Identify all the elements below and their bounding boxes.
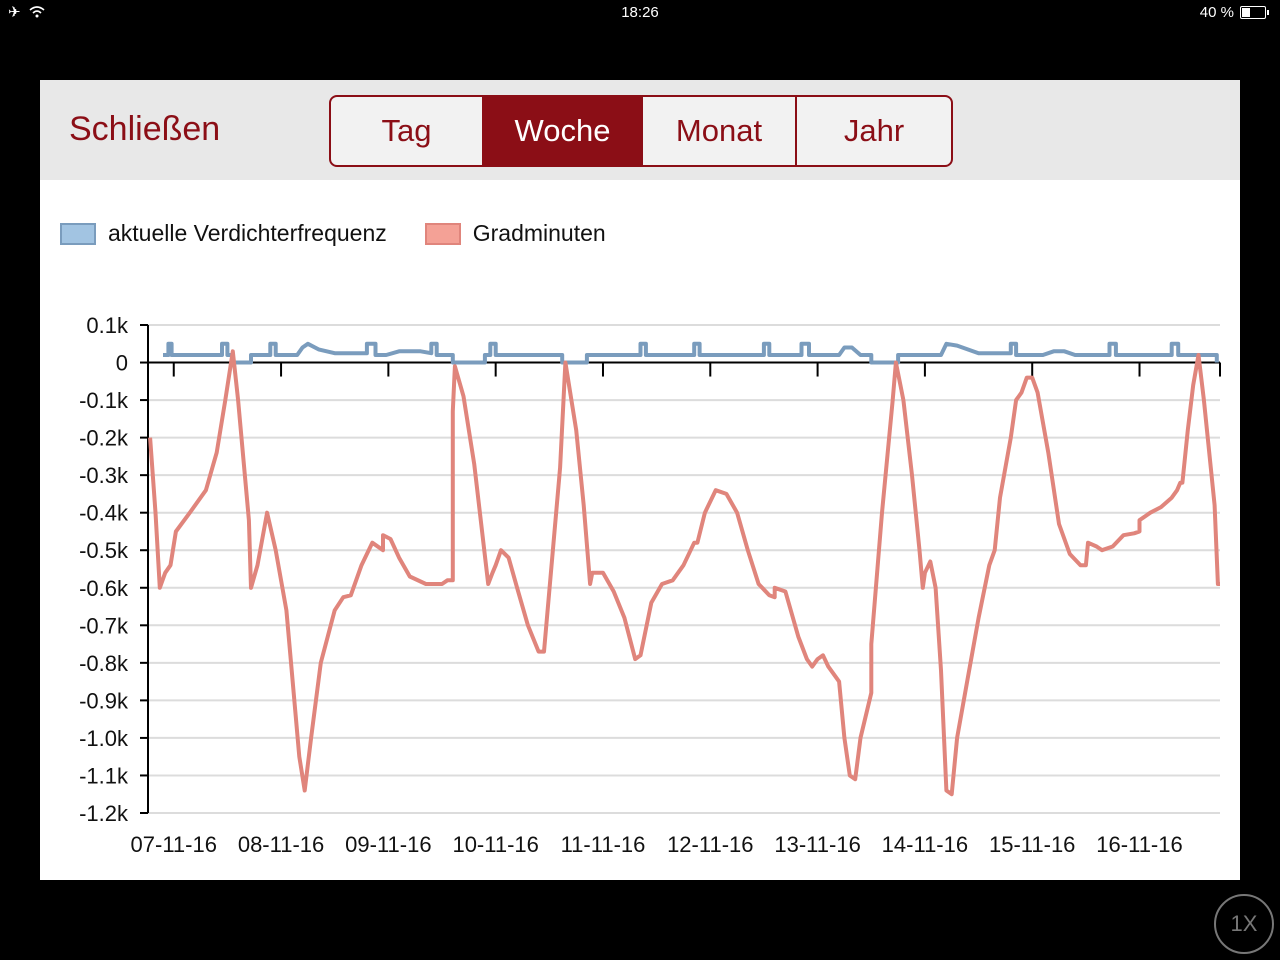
status-bar: ✈ 18:26 40 %: [0, 0, 1280, 26]
y-tick-label: -0.2k: [79, 426, 129, 451]
chart-panel: Schließen Tag Woche Monat Jahr aktuelle …: [40, 80, 1240, 880]
series-line-verdichterfrequenz: [163, 341, 1219, 365]
battery-percent: 40 %: [1199, 4, 1234, 21]
y-tick-label: -0.1k: [79, 388, 129, 413]
x-tick-label: 09-11-16: [345, 832, 431, 857]
y-tick-label: 0.1k: [86, 313, 129, 338]
y-tick-label: -1.2k: [79, 801, 129, 826]
x-tick-label: 11-11-16: [561, 832, 646, 857]
x-tick-label: 10-11-16: [452, 832, 538, 857]
legend-item-gradminuten[interactable]: Gradminuten: [424, 220, 606, 247]
y-tick-label: -0.9k: [79, 688, 129, 713]
y-tick-label: -0.4k: [79, 501, 129, 526]
wifi-icon: [29, 6, 45, 18]
airplane-icon: ✈: [8, 4, 21, 21]
legend-swatch-verdichterfrequenz: [60, 222, 96, 245]
y-tick-label: -1.1k: [79, 763, 129, 788]
segment-woche[interactable]: Woche: [484, 97, 643, 165]
x-tick-label: 15-11-16: [989, 832, 1075, 857]
y-tick-label: -1.0k: [79, 726, 129, 751]
line-chart: 0.1k 0 -0.1k -0.2k -0.3k -0.4k -0.5k -0.6k -0.7k…: [79, 313, 1221, 857]
status-time: 18:26: [621, 4, 659, 21]
toolbar: Schließen Tag Woche Monat Jahr: [40, 80, 1240, 180]
x-tick-label: 12-11-16: [667, 832, 753, 857]
status-left: ✈: [8, 3, 45, 21]
y-tick-label: -0.3k: [79, 463, 129, 488]
segment-tag[interactable]: Tag: [331, 97, 484, 165]
battery-icon: [1240, 6, 1269, 19]
x-tick-label: 16-11-16: [1096, 832, 1182, 857]
y-tick-label: -0.5k: [79, 538, 129, 563]
y-tick-label: 0: [116, 351, 128, 376]
period-segmented-control: Tag Woche Monat Jahr: [329, 95, 953, 167]
segment-jahr[interactable]: Jahr: [843, 113, 905, 148]
y-tick-label: -0.6k: [79, 576, 129, 601]
y-tick-label: -0.8k: [79, 651, 129, 676]
x-tick-label: 08-11-16: [238, 832, 324, 857]
close-button[interactable]: Schließen: [69, 110, 221, 148]
status-right: 40 %: [1199, 4, 1269, 21]
x-tick-label: 07-11-16: [131, 832, 217, 857]
legend-label-gradminuten: Gradminuten: [472, 220, 606, 246]
segment-monat[interactable]: Monat: [643, 97, 797, 165]
legend-item-verdichterfrequenz[interactable]: aktuelle Verdichterfrequenz: [60, 220, 387, 247]
x-tick-label: 13-11-16: [774, 832, 860, 857]
zoom-button[interactable]: 1X: [1214, 894, 1274, 954]
legend-label-verdichterfrequenz: aktuelle Verdichterfrequenz: [108, 220, 387, 246]
series-line-gradminuten: [148, 349, 1220, 797]
chart-legend: aktuelle Verdichterfrequenz Gradminuten: [60, 220, 644, 247]
x-tick-label: 14-11-16: [882, 832, 968, 857]
y-tick-label: -0.7k: [79, 613, 129, 638]
legend-swatch-gradminuten: [424, 222, 461, 245]
